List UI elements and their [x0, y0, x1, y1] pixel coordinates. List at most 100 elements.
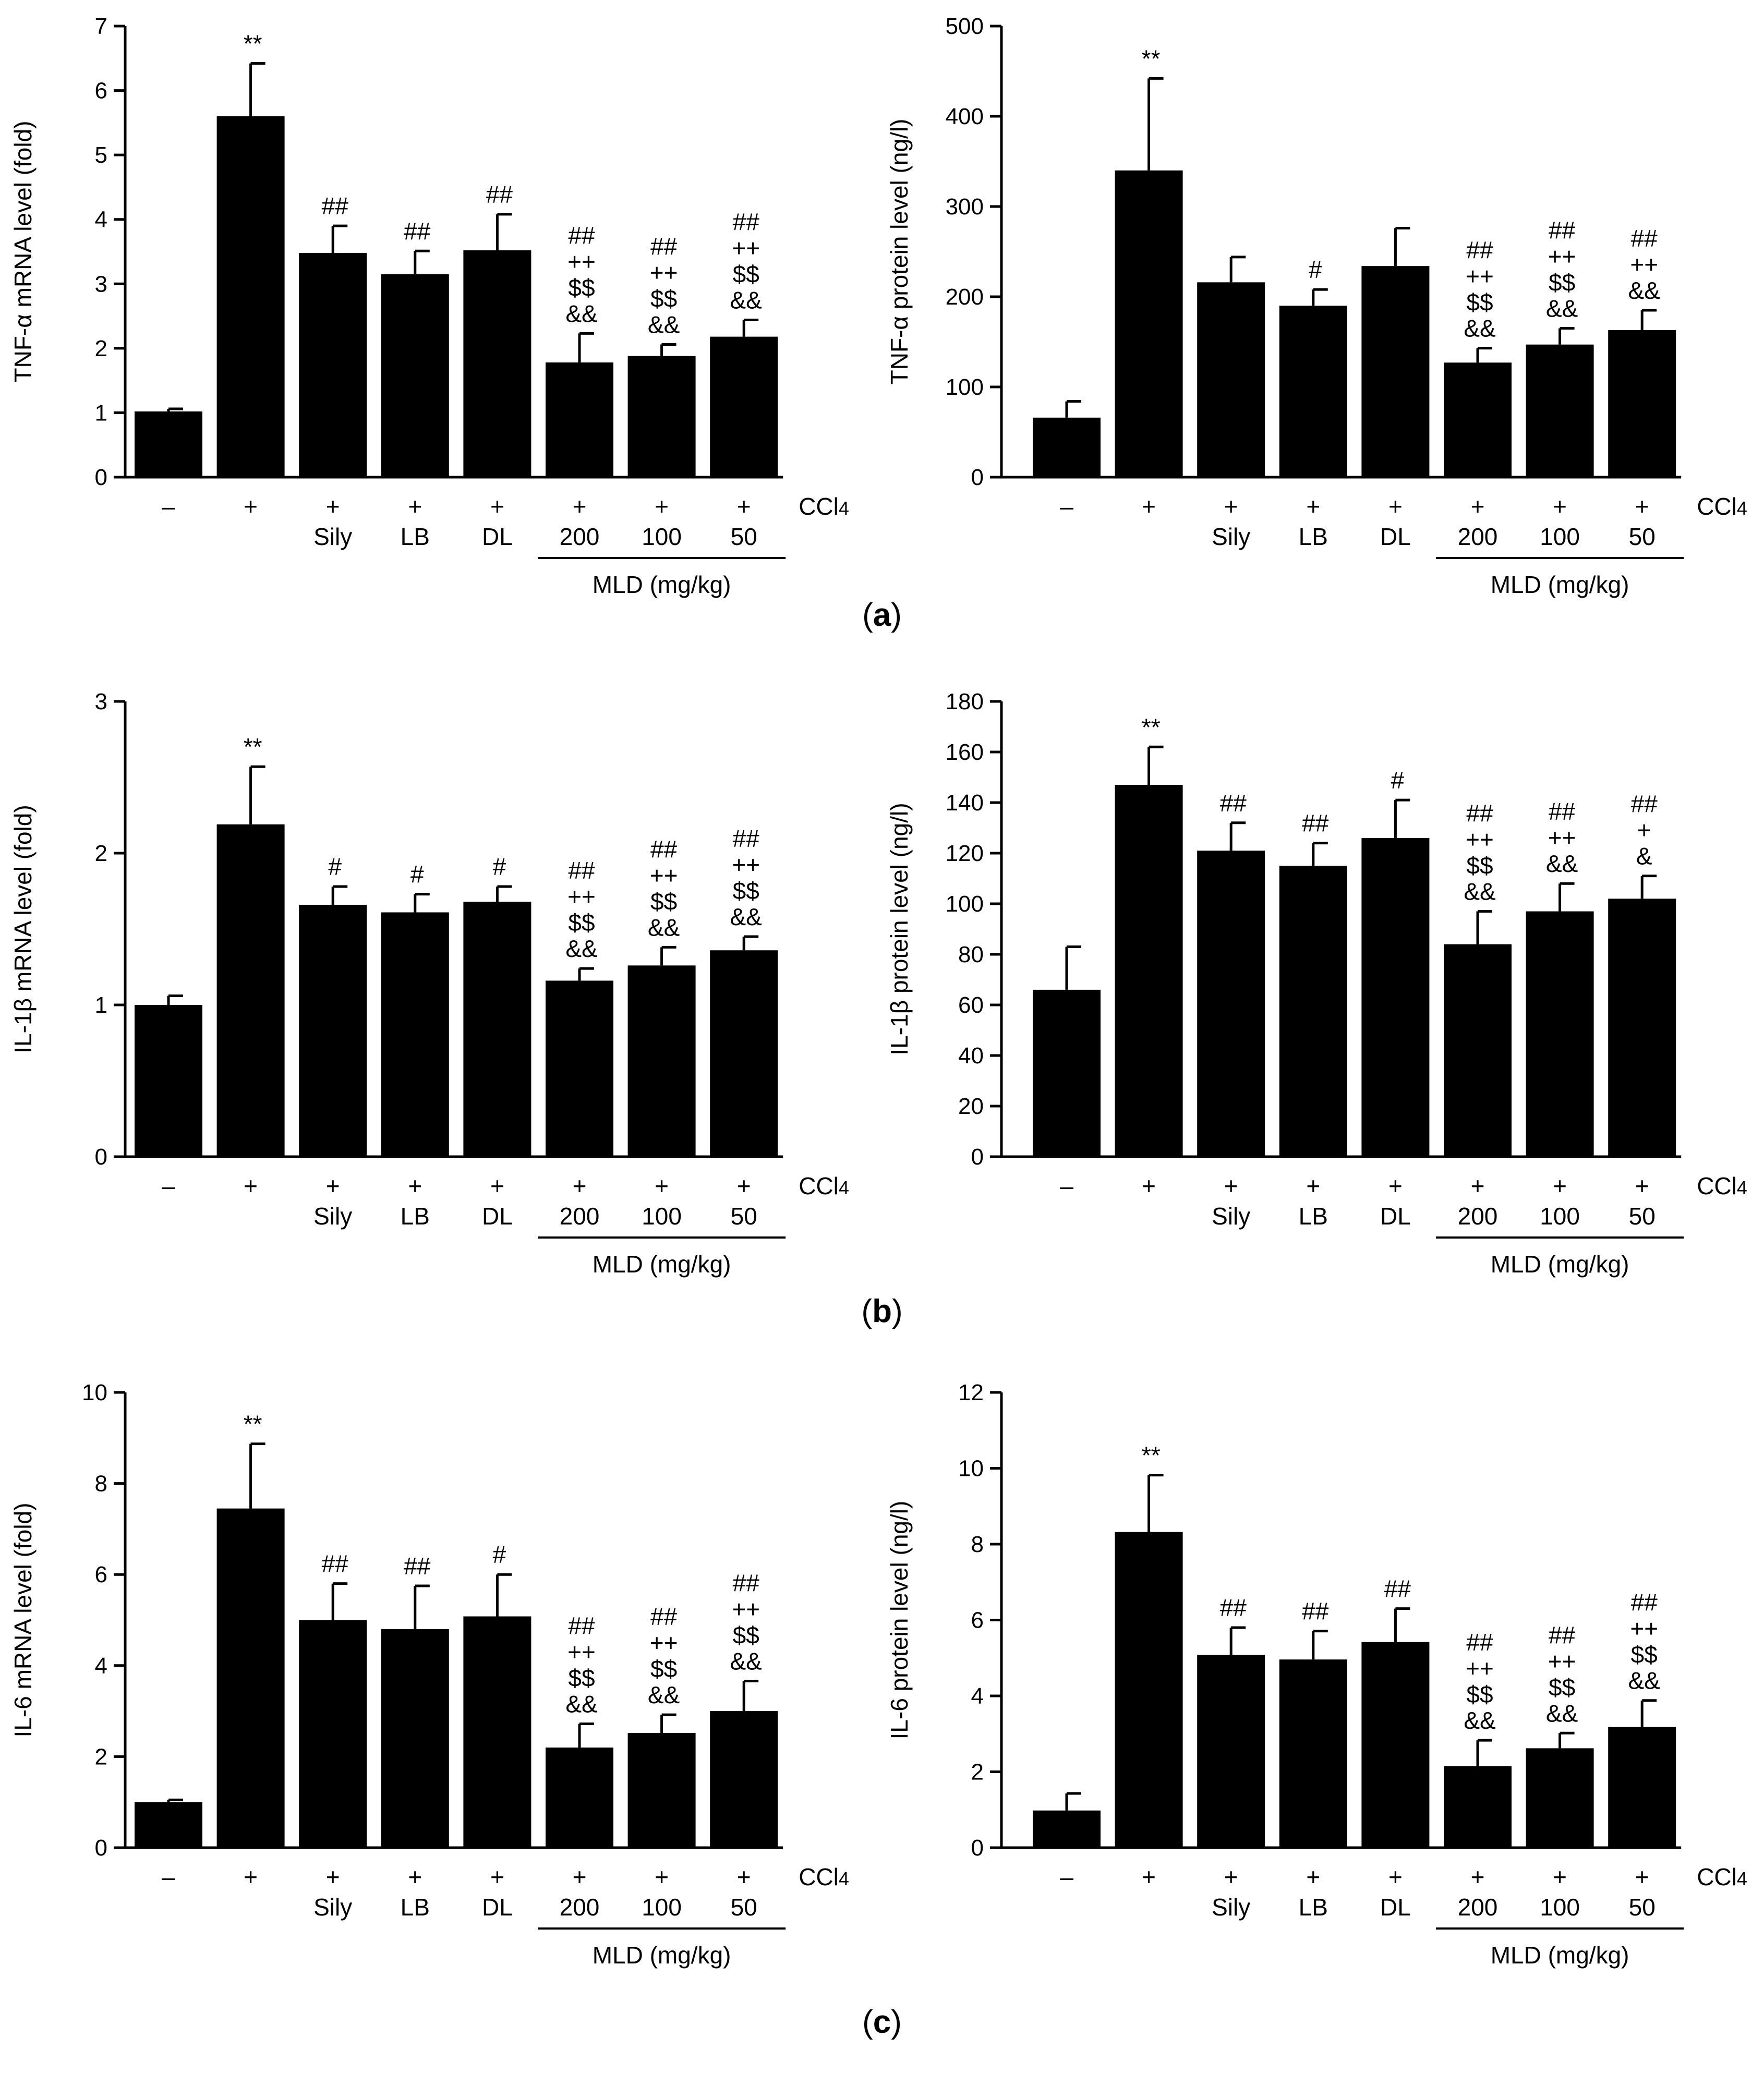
bar	[1197, 282, 1265, 477]
significance-label: ++	[1466, 826, 1494, 853]
significance-label: ##	[1220, 790, 1247, 817]
ccl4-sign-label: +	[737, 1863, 751, 1890]
significance-label: ##	[1302, 810, 1329, 837]
treatment-label: 200	[560, 1203, 600, 1230]
ccl4-header: CCl4	[1697, 1863, 1747, 1890]
panel-label: (c)	[862, 2004, 902, 2040]
y-tick-label: 12	[958, 1380, 984, 1405]
significance-label: ##	[404, 217, 431, 245]
significance-label: $$	[1466, 1681, 1493, 1708]
ccl4-sign-label: +	[573, 1863, 587, 1890]
bar	[463, 902, 531, 1157]
bar	[1279, 306, 1347, 477]
significance-label: &&	[730, 286, 762, 313]
ccl4-sign-label: +	[1388, 1863, 1403, 1890]
ccl4-sign-label: +	[408, 1172, 422, 1199]
bar	[546, 1747, 613, 1848]
significance-label: $$	[733, 260, 759, 287]
ccl4-sign-label: +	[573, 493, 587, 520]
y-tick-label: 200	[946, 284, 984, 310]
significance-label: $$	[1466, 852, 1493, 879]
significance-label: ##	[322, 1550, 349, 1578]
significance-label: ##	[733, 208, 760, 235]
significance-label: $$	[1549, 269, 1575, 296]
significance-label: ##	[404, 1553, 431, 1580]
ccl4-sign-label: +	[1553, 1172, 1567, 1199]
y-tick-label: 40	[958, 1043, 984, 1069]
ccl4-sign-label: +	[326, 1172, 340, 1199]
significance-label: ##	[1631, 1589, 1658, 1616]
significance-label: &&	[1628, 277, 1660, 304]
significance-label: +	[1637, 817, 1651, 844]
ccl4-sign-label: +	[655, 1172, 669, 1199]
bar	[710, 1711, 778, 1848]
y-tick-label: 80	[958, 942, 984, 967]
treatment-label: Sily	[1212, 1894, 1250, 1921]
y-tick-label: 7	[95, 14, 107, 39]
treatment-label: 100	[642, 1894, 682, 1921]
bar	[627, 1733, 696, 1848]
significance-label: ##	[1549, 1621, 1576, 1648]
bar	[627, 965, 696, 1157]
significance-label: ++	[1466, 1655, 1494, 1682]
bar	[546, 980, 613, 1157]
panel-label-close: )	[891, 2004, 902, 2040]
significance-label: **	[1142, 1442, 1161, 1469]
treatment-label: LB	[1299, 523, 1328, 550]
ccl4-sign-label: +	[490, 1172, 504, 1199]
significance-label: $$	[650, 1655, 677, 1682]
significance-label: ##	[650, 835, 678, 863]
significance-label: ##	[1220, 1594, 1247, 1621]
bar	[1444, 944, 1512, 1157]
panel-label-letter: c	[873, 2004, 891, 2040]
y-tick-label: 0	[95, 1144, 107, 1170]
ccl4-sign-label: +	[1142, 1172, 1156, 1199]
significance-label: $$	[568, 909, 595, 936]
significance-label: **	[1142, 713, 1161, 741]
bar	[1608, 1727, 1676, 1848]
significance-label: $$	[1549, 1673, 1575, 1701]
y-tick-label: 0	[95, 465, 107, 490]
ccl4-sign-label: +	[1635, 1863, 1649, 1890]
y-axis-title: IL-1β mRNA level (fold)	[9, 805, 37, 1053]
ccl4-sign-label: +	[1471, 493, 1485, 520]
bar	[216, 824, 285, 1157]
treatment-label: 50	[1629, 1894, 1656, 1921]
significance-label: ##	[322, 192, 349, 220]
significance-label: &&	[730, 1647, 762, 1675]
significance-label: &&	[1546, 1700, 1578, 1727]
ccl4-sign-label: +	[1306, 1172, 1320, 1199]
significance-label: ##	[650, 1603, 678, 1630]
treatment-label: 50	[1629, 1203, 1656, 1230]
bar	[1197, 1655, 1265, 1848]
treatment-label: 200	[560, 1894, 600, 1921]
bar	[1361, 1642, 1430, 1848]
ccl4-subscript: 4	[839, 1177, 849, 1198]
significance-label: ##	[1631, 791, 1658, 818]
treatment-label: LB	[1299, 1203, 1328, 1230]
ccl4-sign-label: +	[1471, 1863, 1485, 1890]
significance-label: $$	[650, 285, 677, 312]
bar	[1033, 1810, 1101, 1848]
ccl4-sign-label: +	[655, 493, 669, 520]
treatment-label: 200	[1458, 1203, 1498, 1230]
significance-label: ##	[1466, 1629, 1493, 1656]
y-tick-label: 4	[971, 1683, 984, 1709]
bar	[1033, 989, 1101, 1157]
panel-label-letter: b	[872, 1293, 892, 1329]
treatment-label: 100	[1540, 1894, 1580, 1921]
treatment-label: 50	[731, 523, 757, 550]
treatment-label: Sily	[313, 523, 352, 550]
significance-label: ##	[568, 1612, 595, 1640]
y-tick-label: 140	[946, 790, 984, 816]
ccl4-subscript: 4	[839, 498, 849, 519]
ccl4-header: CCl4	[799, 1863, 849, 1890]
treatment-label: DL	[482, 1894, 513, 1921]
ccl4-sign-label: –	[162, 1863, 175, 1890]
significance-label: ++	[1630, 251, 1658, 278]
significance-label: &&	[648, 311, 680, 338]
significance-label: $$	[568, 274, 595, 301]
ccl4-sign-label: +	[1553, 493, 1567, 520]
significance-label: **	[244, 1411, 262, 1438]
significance-label: ##	[650, 233, 678, 260]
